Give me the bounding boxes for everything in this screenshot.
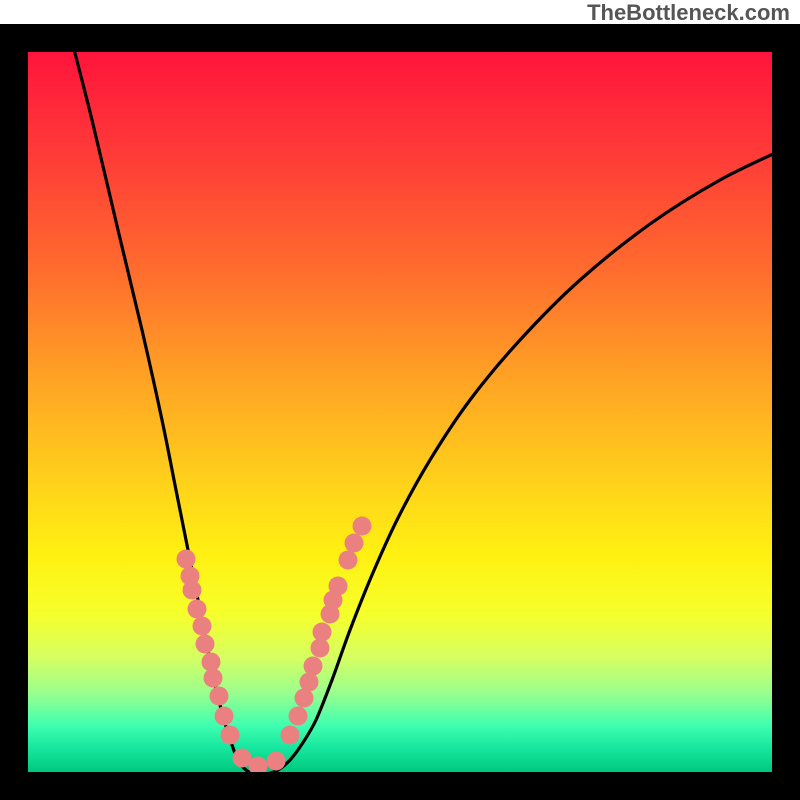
data-dot [221,726,240,745]
data-dot [329,577,348,596]
data-dot [193,617,212,636]
data-dot [345,534,364,553]
data-dot [267,752,286,771]
data-dot [202,653,221,672]
data-dot [289,707,308,726]
data-dot [215,707,234,726]
gradient-background [28,52,772,772]
data-dot [188,600,207,619]
data-dot [210,687,229,706]
data-dot [177,550,196,569]
data-dot [353,517,372,536]
data-dot [304,657,323,676]
data-dot [339,551,358,570]
data-dot [196,635,215,654]
watermark-text: TheBottleneck.com [587,0,790,26]
data-dot [300,673,319,692]
data-dot [183,581,202,600]
data-dot [281,726,300,745]
data-dot [204,669,223,688]
data-dot [311,639,330,658]
data-dot [313,623,332,642]
